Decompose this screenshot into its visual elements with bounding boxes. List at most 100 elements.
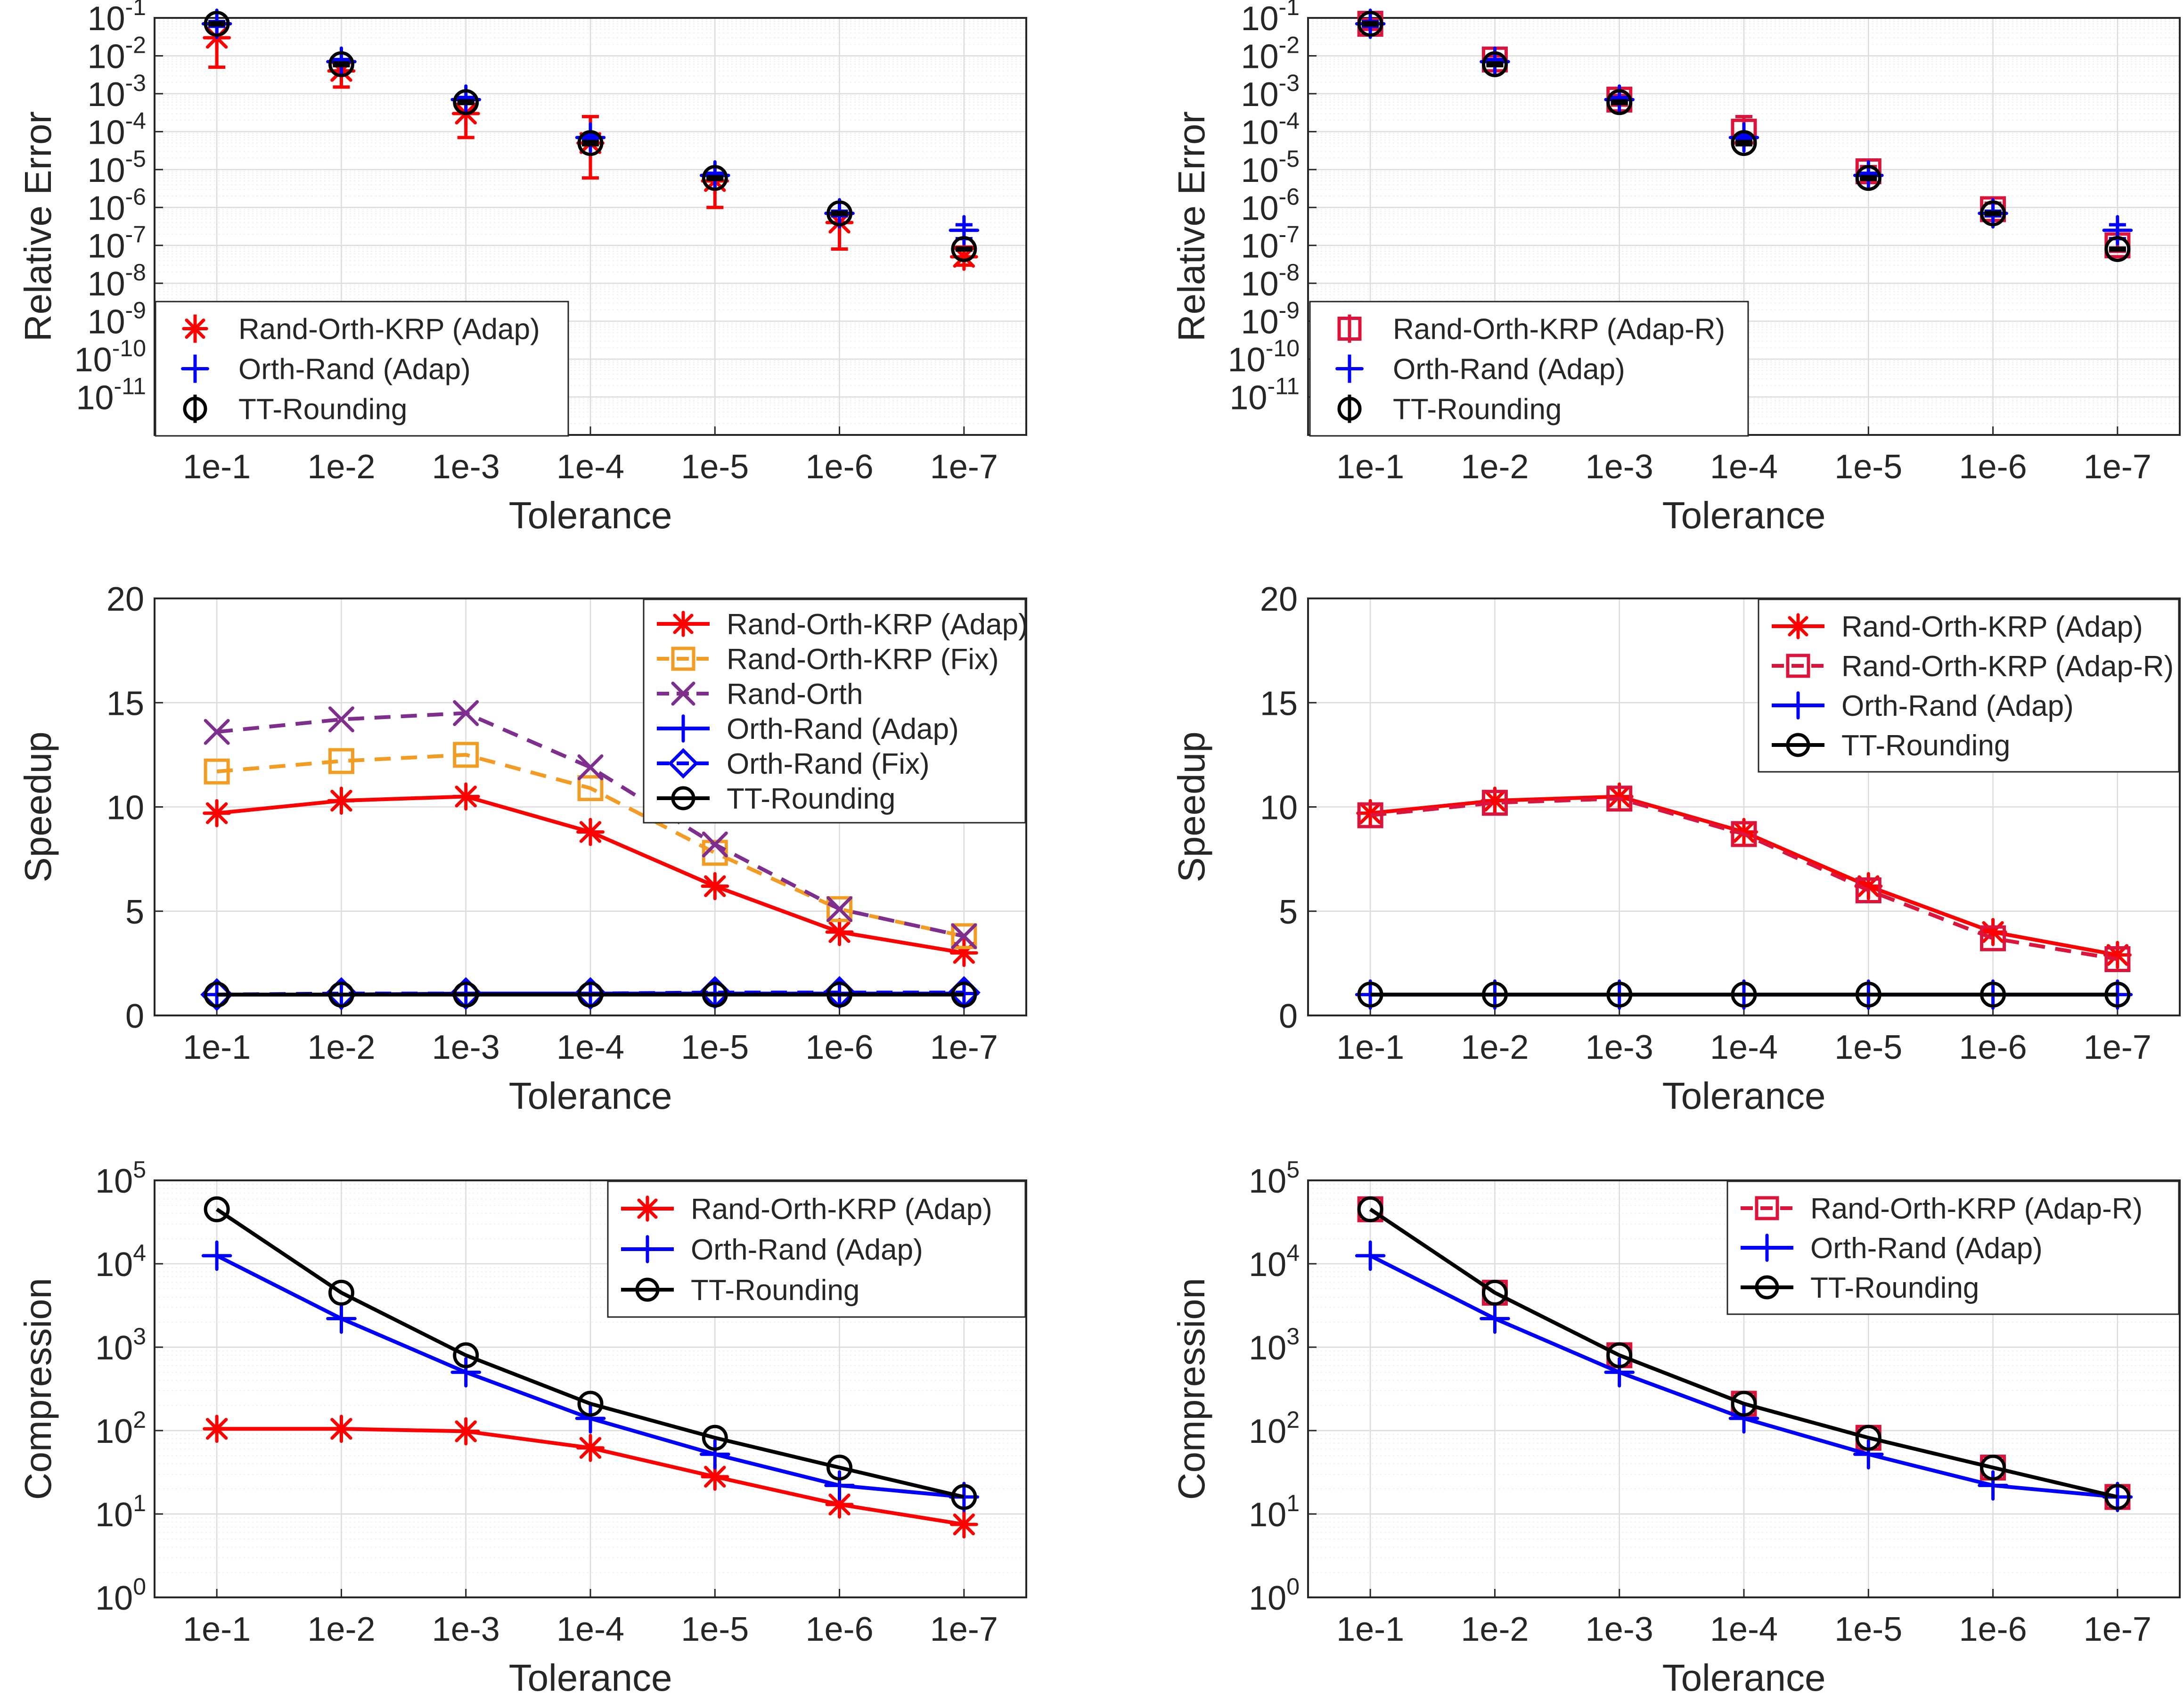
data-point-marker bbox=[328, 748, 354, 774]
data-point-marker bbox=[1980, 925, 2006, 951]
y-tick-label: 10-10 bbox=[74, 335, 146, 379]
legend-label: Orth-Rand (Fix) bbox=[727, 748, 930, 780]
data-point-marker bbox=[1728, 1403, 1759, 1434]
x-tick-label: 1e-7 bbox=[2084, 448, 2151, 486]
legend-marker bbox=[1755, 1196, 1779, 1220]
legend-item: TT-Rounding bbox=[1741, 1272, 1979, 1304]
x-tick-label: 1e-1 bbox=[1336, 448, 1404, 486]
legend-marker bbox=[635, 1277, 660, 1302]
data-point-marker bbox=[1978, 1470, 2008, 1501]
y-tick-label: 15 bbox=[106, 685, 144, 722]
x-tick-label: 1e-3 bbox=[432, 1029, 500, 1066]
legend-item: Rand-Orth-KRP (Adap-R) bbox=[1741, 1193, 2143, 1225]
y-tick-label: 20 bbox=[1260, 581, 1298, 618]
error-left-legend: Rand-Orth-KRP (Adap) Orth-Rand (Adap) TT-R… bbox=[155, 301, 569, 437]
panels: 10-110-210-310-410-510-610-710-810-910-1… bbox=[17, 0, 2181, 1699]
data-point-marker bbox=[1355, 1240, 1386, 1271]
data-point-marker bbox=[453, 1342, 479, 1368]
legend-item: Orth-Rand (Adap) bbox=[1741, 1232, 2043, 1265]
speedup-left-series bbox=[200, 700, 981, 1011]
data-point-marker bbox=[702, 165, 728, 191]
error-left-series bbox=[201, 8, 980, 271]
legend-item: TT-Rounding bbox=[621, 1274, 859, 1307]
y-tick-label: 10-11 bbox=[76, 373, 146, 417]
y-tick-label: 10-7 bbox=[87, 221, 146, 265]
legend-marker bbox=[669, 714, 697, 743]
legend-item: Orth-Rand (Fix) bbox=[657, 748, 930, 780]
data-point-marker bbox=[576, 1433, 605, 1462]
legend-marker bbox=[1786, 654, 1810, 678]
data-point-marker bbox=[949, 243, 978, 271]
data-point-marker bbox=[204, 758, 230, 785]
legend-box bbox=[155, 301, 569, 437]
data-point-marker bbox=[1731, 1391, 1757, 1417]
y-tick-label: 102 bbox=[95, 1407, 146, 1450]
data-point-marker bbox=[1980, 982, 2006, 1008]
data-point-marker bbox=[949, 939, 978, 967]
legend-box bbox=[607, 1180, 1026, 1318]
data-point-marker bbox=[328, 51, 354, 77]
data-point-marker bbox=[1606, 982, 1633, 1008]
error-right-legend: Rand-Orth-KRP (Adap-R) Orth-Rand (Adap) TT… bbox=[1309, 301, 1749, 437]
y-tick-label: 10-9 bbox=[87, 297, 146, 341]
data-point-marker bbox=[2104, 946, 2131, 973]
data-point-marker bbox=[1731, 821, 1757, 847]
compression-left-legend: Rand-Orth-KRP (Adap) Orth-Rand (Adap) TT-R… bbox=[607, 1180, 1026, 1318]
series-line bbox=[215, 1208, 965, 1499]
x-tick-label: 1e-2 bbox=[307, 448, 375, 486]
data-point-marker bbox=[825, 1490, 854, 1519]
y-tick-label: 105 bbox=[1249, 1156, 1300, 1200]
data-point-marker bbox=[327, 1415, 356, 1443]
legend-marker bbox=[181, 354, 209, 383]
x-tick-label: 1e-1 bbox=[1336, 1611, 1404, 1648]
compression-right-x-ticks: 1e-1 1e-2 1e-3 1e-4 1e-5 1e-6 1e-7 bbox=[1336, 1589, 2151, 1648]
x-tick-label: 1e-7 bbox=[930, 1029, 998, 1066]
data-point-marker bbox=[949, 1481, 980, 1513]
data-point-marker bbox=[1481, 51, 1508, 77]
series-tt-rounding bbox=[204, 982, 977, 1008]
data-point-marker bbox=[1480, 1303, 1510, 1334]
y-tick-label: 20 bbox=[106, 581, 144, 618]
data-point-marker bbox=[824, 1470, 855, 1501]
data-point-marker bbox=[453, 89, 479, 115]
data-point-marker bbox=[203, 799, 231, 827]
y-tick-label: 10-2 bbox=[87, 32, 146, 75]
y-tick-label: 5 bbox=[1279, 893, 1298, 931]
y-tick-label: 10-10 bbox=[1228, 335, 1300, 379]
x-tick-label: 1e-1 bbox=[183, 1029, 251, 1066]
legend-label: Orth-Rand (Adap) bbox=[1393, 353, 1625, 386]
legend-label: Rand-Orth-KRP (Adap-R) bbox=[1810, 1193, 2143, 1225]
legend-marker bbox=[1753, 1234, 1781, 1262]
y-tick-label: 10-6 bbox=[1241, 183, 1300, 227]
legend-marker bbox=[1337, 317, 1362, 341]
y-tick-label: 10-5 bbox=[1241, 146, 1300, 189]
legend-label: TT-Rounding bbox=[691, 1274, 859, 1307]
speedup-right-panel: 0 5 10 15 20 1e-1 1e-2 1e-3 1e-4 1e-5 1e-6 1e-7 Tole… bbox=[1170, 581, 2181, 1117]
data-point-marker bbox=[826, 896, 853, 922]
data-point-marker bbox=[576, 818, 605, 846]
data-point-marker bbox=[1481, 786, 1509, 815]
y-tick-label: 10-5 bbox=[87, 146, 146, 189]
data-point-marker bbox=[1853, 1439, 1884, 1470]
legend-box bbox=[643, 598, 1026, 824]
x-tick-label: 1e-3 bbox=[1586, 1611, 1653, 1648]
x-tick-label: 1e-3 bbox=[1586, 448, 1653, 486]
legend-marker bbox=[1786, 733, 1810, 757]
data-point-marker bbox=[702, 1424, 728, 1451]
data-point-marker bbox=[204, 982, 230, 1008]
data-point-marker bbox=[2103, 941, 2132, 969]
legend-box bbox=[1758, 598, 2180, 773]
data-point-marker bbox=[1357, 10, 1383, 37]
series-rand-orth bbox=[204, 700, 977, 949]
error-left-x-ticks: 1e-1 1e-2 1e-3 1e-4 1e-5 1e-6 1e-7 bbox=[183, 426, 998, 486]
x-tick-label: 1e-5 bbox=[681, 448, 749, 486]
x-tick-label: 1e-2 bbox=[307, 1029, 375, 1066]
series-line bbox=[216, 753, 965, 938]
data-point-marker bbox=[951, 236, 977, 262]
data-point-marker bbox=[1731, 982, 1757, 1008]
legend-item: TT-Rounding bbox=[657, 783, 895, 815]
data-point-marker bbox=[1855, 877, 1881, 903]
legend-box bbox=[1309, 301, 1749, 437]
